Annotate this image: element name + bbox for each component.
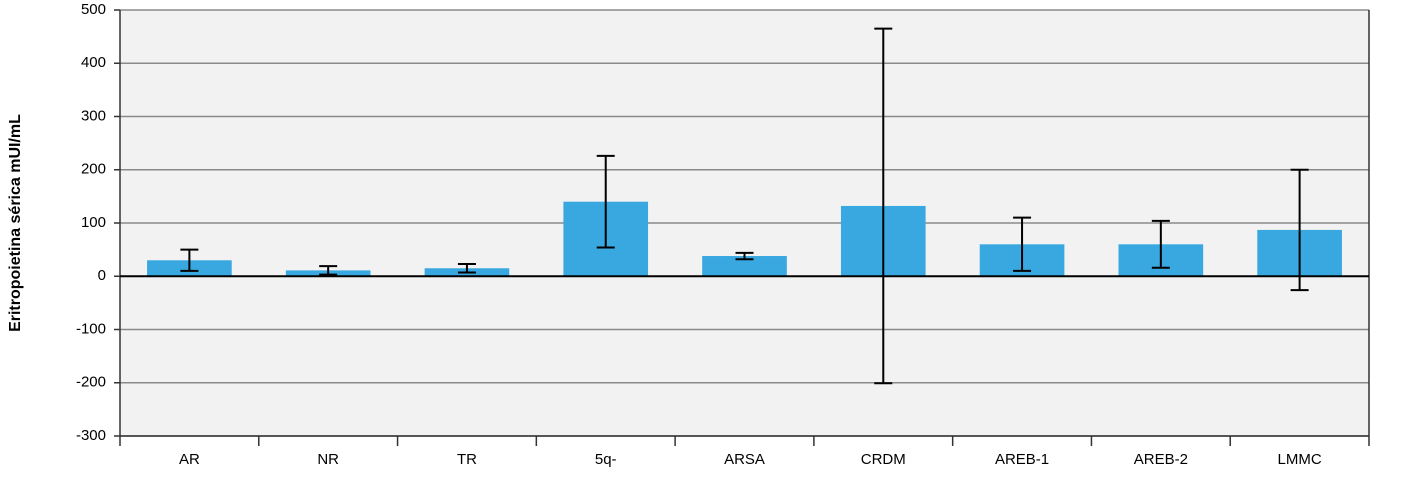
x-tick-label: CRDM	[861, 451, 906, 468]
y-tick-label: 300	[81, 107, 106, 124]
error-bar	[874, 27, 893, 385]
x-tick-label: ARSA	[724, 451, 765, 468]
x-tick-label: AREB-2	[1134, 451, 1188, 468]
y-tick-label: -100	[76, 320, 106, 337]
y-tick-label: 100	[81, 214, 106, 231]
error-bar	[596, 154, 615, 249]
error-bar	[457, 263, 476, 274]
y-tick-label: -200	[76, 374, 106, 391]
x-tick-label: AREB-1	[995, 451, 1049, 468]
x-tick-label: AR	[179, 451, 200, 468]
bar	[702, 256, 787, 277]
x-tick-label: NR	[317, 451, 339, 468]
error-bar	[1290, 168, 1309, 292]
error-bar	[1013, 216, 1032, 272]
y-tick-label: 500	[81, 1, 106, 18]
error-bar	[180, 248, 199, 272]
y-tick-label: 200	[81, 161, 106, 178]
y-tick-label: -300	[76, 427, 106, 444]
x-tick-label: LMMC	[1278, 451, 1322, 468]
y-tick-label: 0	[98, 267, 106, 284]
error-bar	[319, 265, 338, 276]
y-tick-label: 400	[81, 54, 106, 71]
x-tick-label: 5q-	[595, 451, 617, 468]
error-bar	[1151, 219, 1170, 269]
error-bar	[735, 251, 754, 261]
x-tick-label: TR	[457, 451, 477, 468]
y-axis-label: Eritropoietina sérica mUI/mL	[7, 114, 24, 332]
